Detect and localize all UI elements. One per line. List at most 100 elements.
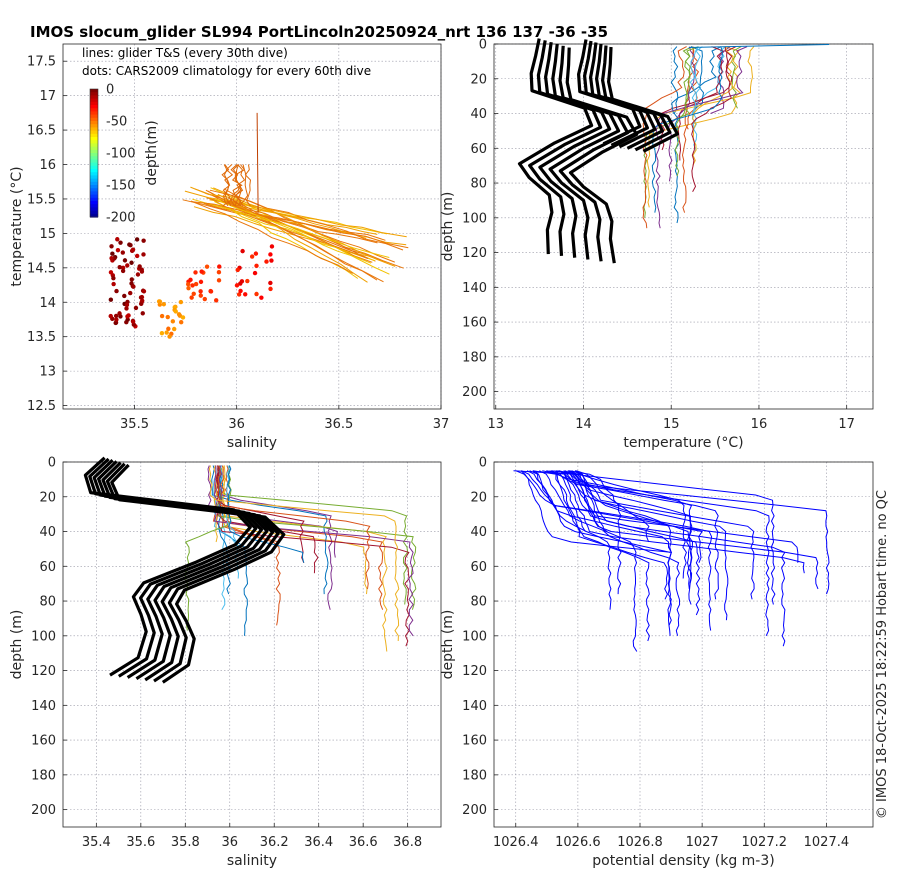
glider-density-line (549, 470, 669, 600)
climatology-dot (135, 272, 141, 277)
glider-salinity-line (215, 465, 305, 563)
glider-density-line (551, 470, 687, 579)
climatology-dot (216, 278, 222, 283)
x-tick-label: 36.4 (304, 835, 333, 850)
colorbar-segment (90, 143, 98, 148)
climatology-profile-line (589, 42, 657, 149)
salinity-depth-panel: 35.4 35.6 35.8 36 36.2 36.4 36.6 36.8 0 20 40 60 80 1… (9, 456, 442, 869)
climatology-dot (164, 330, 169, 335)
glider-density-line (564, 470, 729, 621)
climatology-dot (141, 252, 146, 257)
colorbar-segment (90, 105, 98, 109)
glider-ts-line (231, 164, 243, 207)
climatology-dot (268, 280, 273, 286)
climatology-dot (124, 306, 129, 311)
y-axis-label: depth (m) (9, 610, 25, 680)
climatology-dot (243, 292, 248, 297)
climatology-dot (120, 250, 126, 255)
y-tick-label: 20 (39, 490, 56, 505)
glider-salinity-line (213, 465, 414, 637)
climatology-dot (216, 270, 222, 275)
x-tick-label: 1026.6 (555, 835, 601, 850)
axes-frame (62, 461, 442, 828)
colorbar-label: depth(m) (144, 120, 160, 185)
glider-salinity-line (215, 465, 410, 647)
climatology-dot (166, 326, 171, 331)
colorbar-segment (90, 111, 98, 116)
glider-density-line (542, 470, 719, 600)
colorbar-segment (90, 153, 98, 157)
colorbar-segment (90, 194, 98, 199)
y-tick-label: 20 (470, 490, 487, 505)
y-tick-label: 80 (39, 595, 56, 610)
climatology-dot (118, 240, 123, 245)
climatology-dot (199, 269, 204, 274)
glider-salinity-line (218, 465, 333, 610)
colorbar-segment (90, 101, 98, 106)
climatology-dot (131, 284, 136, 289)
x-tick-label: 1027.2 (742, 835, 788, 850)
glider-ts-line (244, 164, 252, 207)
glider-temperature-line (730, 46, 742, 109)
colorbar-segment (90, 178, 98, 183)
glider-salinity-line (213, 465, 218, 543)
y-tick-label: 60 (470, 560, 487, 575)
y-tick-label: 12.5 (27, 399, 56, 414)
colorbar-segment (90, 156, 98, 160)
y-tick-label: 40 (39, 525, 56, 540)
colorbar-segment (90, 149, 98, 154)
colorbar-segment (90, 108, 98, 112)
glider-temperature-line (667, 46, 696, 182)
y-tick-label: 120 (462, 246, 487, 261)
glider-density-line (551, 470, 650, 642)
glider-density-line (574, 470, 681, 636)
glider-ts-line (213, 187, 396, 267)
glider-density-line (515, 470, 713, 631)
climatology-dot (115, 247, 121, 253)
climatology-profile-line (97, 460, 269, 681)
y-tick-label: 140 (462, 281, 487, 296)
colorbar-segment (90, 175, 98, 180)
y-tick-label: 17 (39, 89, 56, 104)
climatology-dot (138, 295, 144, 300)
climatology-dot (165, 314, 170, 320)
colorbar-tick-label: -200 (106, 211, 136, 226)
climatology-dot (125, 317, 130, 322)
y-axis-label: temperature (°C) (9, 166, 25, 286)
climatology-dot (140, 311, 145, 316)
climatology-dot (254, 291, 259, 297)
colorbar-segment (90, 140, 98, 144)
glider-temperature-line (689, 46, 699, 114)
climatology-dot (134, 253, 140, 259)
y-tick-label: 200 (462, 385, 487, 400)
y-tick-label: 160 (462, 734, 487, 749)
glider-density-line (571, 470, 755, 600)
climatology-dot (234, 283, 240, 288)
climatology-dot (113, 313, 119, 319)
glider-temperature-line (670, 46, 679, 114)
legend-dots-text: dots: CARS2009 climatology for every 60t… (82, 64, 371, 78)
glider-ts-line (191, 201, 409, 249)
x-tick-label: 36 (228, 417, 245, 432)
y-tick-label: 13.5 (27, 330, 56, 345)
glider-ts-line (190, 186, 367, 239)
grid (494, 43, 873, 409)
y-tick-label: 160 (462, 316, 487, 331)
y-tick-label: 80 (470, 595, 487, 610)
colorbar-segment (90, 185, 98, 189)
climatology-dot (161, 302, 167, 307)
glider-salinity-line (224, 465, 279, 543)
y-tick-label: 16 (39, 158, 56, 173)
y-tick-label: 140 (462, 699, 487, 714)
y-tick-label: 120 (462, 664, 487, 679)
y-tick-label: 0 (479, 38, 487, 53)
climatology-dot (130, 247, 136, 252)
colorbar-segment (90, 188, 98, 192)
climatology-dot (120, 265, 126, 271)
x-axis-label: potential density (kg m-3) (592, 853, 774, 869)
y-tick-label: 100 (462, 211, 487, 226)
temperature-depth-panel: 13 14 15 16 17 0 20 40 60 80 100 120 140 160 180 200 tem… (440, 38, 874, 451)
climatology-dot (269, 258, 274, 263)
glider-ts-line (214, 201, 359, 279)
colorbar-segment (90, 204, 98, 208)
